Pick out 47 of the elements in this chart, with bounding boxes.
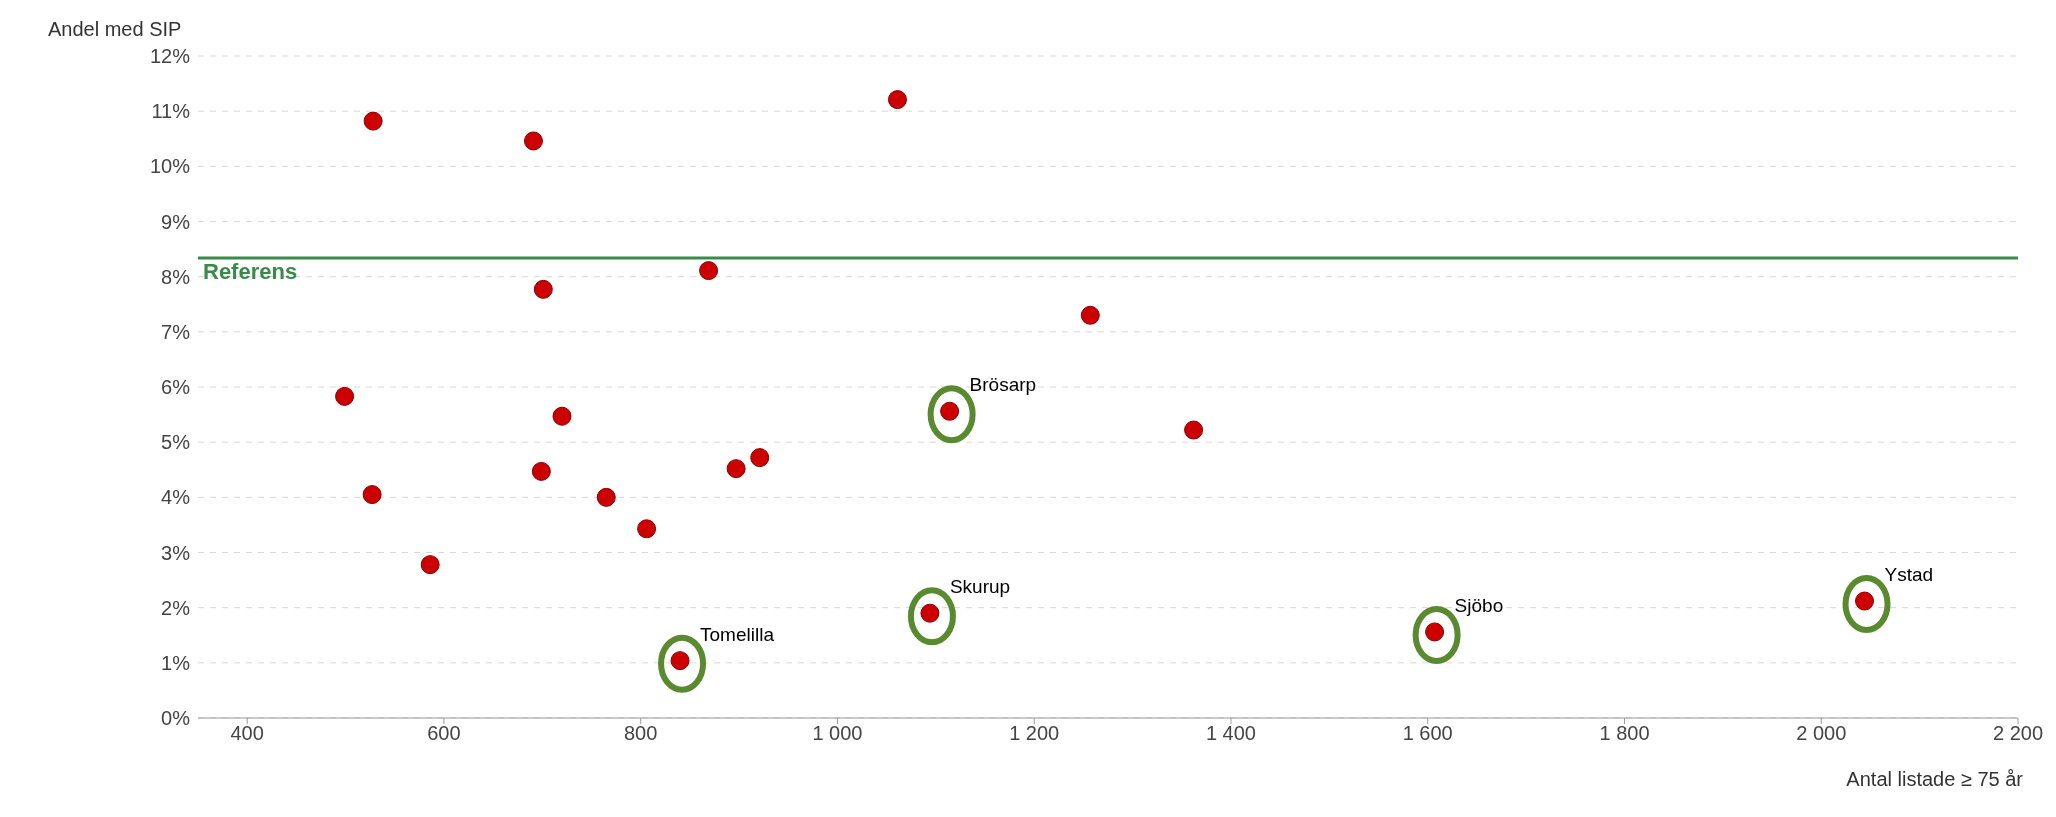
annotation: Tomelilla xyxy=(700,623,775,645)
point xyxy=(1184,420,1204,440)
point xyxy=(335,386,355,406)
point xyxy=(726,459,746,479)
point xyxy=(750,448,770,468)
point xyxy=(531,461,551,481)
point xyxy=(637,519,657,539)
x-tick-label: 1 000 xyxy=(812,722,863,745)
y-tick-label: 0% xyxy=(161,707,191,730)
point xyxy=(523,131,543,151)
x-tick-label: 1 800 xyxy=(1599,722,1650,745)
y-axis-title: Andel med SIP xyxy=(48,18,182,41)
y-tick-label: 3% xyxy=(161,541,191,564)
y-tick-label: 9% xyxy=(161,210,191,233)
x-tick-label: 2 200 xyxy=(1992,722,2044,745)
y-tick-label: 1% xyxy=(161,651,191,674)
annotation: Ystad xyxy=(1884,564,1934,586)
x-tick-label: 400 xyxy=(230,722,264,745)
point xyxy=(1080,305,1100,325)
x-tick-label: 600 xyxy=(427,722,461,745)
ref-line-label: Referens xyxy=(203,258,298,284)
x-tick-label: 2 000 xyxy=(1796,722,1847,745)
annotation: Skurup xyxy=(949,576,1011,598)
point xyxy=(363,111,383,131)
annotation: Sjöbo xyxy=(1454,594,1504,616)
y-tick-label: 11% xyxy=(151,100,191,123)
point xyxy=(596,487,616,507)
point xyxy=(699,261,719,281)
point xyxy=(533,279,553,299)
point xyxy=(420,555,440,575)
x-tick-label: 800 xyxy=(624,722,658,745)
x-tick-label: 1 600 xyxy=(1402,722,1453,745)
y-tick-label: 2% xyxy=(161,596,191,619)
x-axis-title: Antal listade ≥ 75 år xyxy=(1846,768,2023,791)
y-tick-label: 4% xyxy=(161,486,191,509)
annotation: Brösarp xyxy=(969,374,1037,396)
x-tick-label: 1 200 xyxy=(1009,722,1060,745)
point xyxy=(887,90,907,110)
point xyxy=(552,406,572,426)
y-tick-label: 6% xyxy=(161,376,191,399)
y-tick-label: 7% xyxy=(161,320,191,343)
y-tick-label: 12% xyxy=(149,45,191,68)
y-tick-label: 8% xyxy=(161,265,191,288)
point xyxy=(362,485,382,505)
y-tick-label: 10% xyxy=(149,155,191,178)
y-tick-label: 5% xyxy=(161,431,191,454)
x-tick-label: 1 400 xyxy=(1205,722,1256,745)
